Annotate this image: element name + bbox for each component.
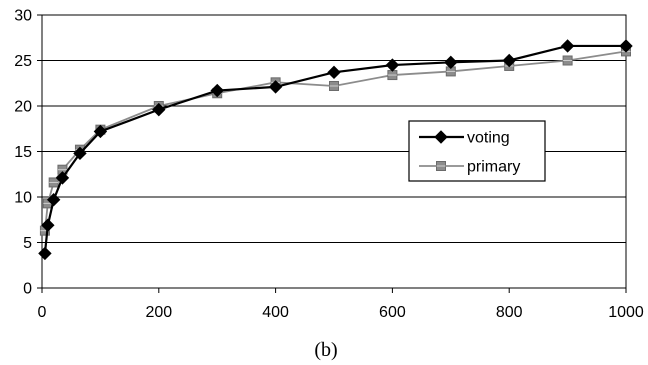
x-tick-label-600: 600: [379, 304, 406, 321]
gridlines: [42, 60, 626, 243]
legend-box: [408, 120, 546, 182]
series-voting: [38, 39, 633, 261]
y-tick-label-0: 0: [23, 281, 32, 298]
x-tick-label-800: 800: [496, 304, 523, 321]
point-voting-5: [93, 124, 108, 139]
legend-marker-voting: [434, 130, 448, 144]
x-tick-label-200: 200: [145, 304, 172, 321]
legend-entry-voting: voting: [419, 130, 510, 147]
point-voting-0: [38, 246, 52, 261]
y-tick-label-10: 10: [14, 190, 32, 207]
x-tick-label-400: 400: [262, 304, 289, 321]
legend: voting primary: [408, 120, 546, 182]
series-layer: [38, 39, 633, 261]
y-tick-label-25: 25: [14, 53, 32, 70]
point-voting-3: [55, 171, 70, 185]
x-tick-label-1000: 1000: [608, 304, 644, 321]
y-tick-label-30: 30: [14, 8, 32, 25]
x-tick-label-0: 0: [38, 304, 47, 321]
point-voting-11: [444, 55, 458, 70]
point-voting-10: [385, 58, 400, 72]
legend-entry-primary: primary: [419, 159, 520, 176]
point-voting-2: [46, 193, 61, 207]
point-voting-4: [73, 146, 87, 161]
legend-label-primary: primary: [467, 159, 520, 176]
point-voting-13: [560, 39, 575, 53]
point-voting-12: [502, 53, 516, 68]
y-axis: 0 5 10 15 20 25 30: [14, 8, 42, 298]
legend-label-voting: voting: [467, 130, 510, 147]
point-voting-9: [327, 65, 341, 80]
y-tick-label-15: 15: [14, 144, 32, 161]
point-voting-7: [210, 83, 224, 98]
y-tick-label-20: 20: [14, 99, 32, 116]
y-tick-label-5: 5: [23, 235, 32, 252]
point-voting-6: [152, 102, 166, 117]
chart-caption: (b): [314, 339, 337, 361]
x-axis: 0 200 400 600 800 1000: [38, 288, 644, 321]
point-voting-8: [268, 80, 283, 94]
point-voting-14: [619, 39, 633, 53]
point-voting-1: [41, 218, 55, 232]
